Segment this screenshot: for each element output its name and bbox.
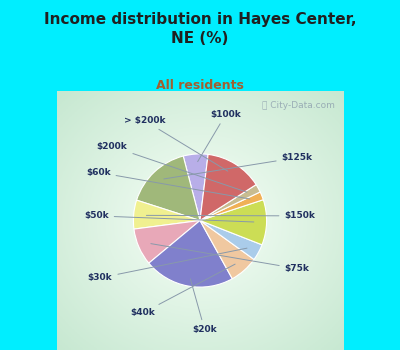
Text: $200k: $200k	[97, 142, 247, 192]
Text: > $200k: > $200k	[124, 116, 228, 171]
Wedge shape	[183, 154, 208, 220]
Wedge shape	[200, 220, 262, 259]
Text: $30k: $30k	[88, 248, 247, 282]
Text: $50k: $50k	[84, 211, 254, 222]
Wedge shape	[200, 192, 263, 220]
Wedge shape	[200, 184, 260, 220]
Text: $60k: $60k	[86, 168, 250, 199]
Text: $125k: $125k	[164, 153, 313, 179]
Wedge shape	[149, 220, 232, 287]
Text: $150k: $150k	[146, 211, 315, 220]
Wedge shape	[134, 220, 200, 263]
Wedge shape	[200, 220, 254, 279]
Wedge shape	[200, 200, 267, 245]
Text: ⓘ City-Data.com: ⓘ City-Data.com	[262, 102, 335, 110]
Text: $100k: $100k	[198, 110, 241, 162]
Text: Income distribution in Hayes Center,
NE (%): Income distribution in Hayes Center, NE …	[44, 12, 356, 46]
Text: $75k: $75k	[151, 244, 310, 273]
Wedge shape	[133, 200, 200, 229]
Wedge shape	[136, 156, 200, 220]
Text: $40k: $40k	[130, 264, 235, 317]
Text: $20k: $20k	[190, 279, 217, 334]
Wedge shape	[200, 154, 256, 220]
Text: All residents: All residents	[156, 79, 244, 92]
